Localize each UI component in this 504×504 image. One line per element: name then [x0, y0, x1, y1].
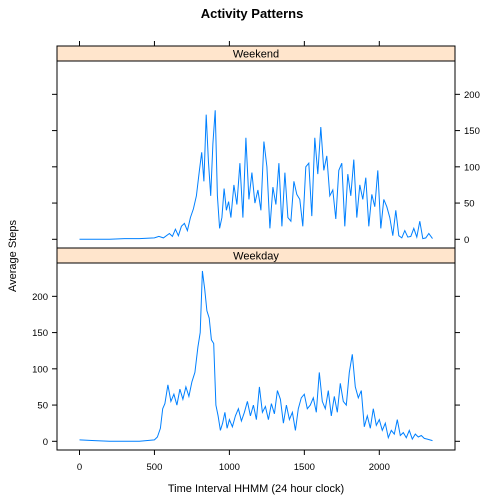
- panel-weekday-series-line: [79, 270, 433, 442]
- panel-weekday-y-axis: 0 50 100 150 200: [32, 292, 460, 448]
- panel-weekday-line: [79, 270, 433, 442]
- panel-weekend-series-line: [79, 110, 433, 240]
- panel-weekend-strip-label: Weekend: [233, 49, 279, 61]
- panel-weekday-y-tick-label: 200: [32, 292, 48, 303]
- panel-weekday: Weekday 0 50 100 150 200: [32, 247, 460, 451]
- x-tick-label: 2000: [369, 462, 390, 473]
- panel-weekend-y-tick-label: 0: [464, 235, 469, 246]
- x-tick-label: 0: [77, 462, 82, 473]
- panel-weekday-frame: [56, 262, 456, 451]
- y-axis-label: Average Steps: [7, 220, 19, 292]
- panel-weekend-y-axis: 0 50 100 150 200: [52, 90, 480, 246]
- x-axis-label: Time Interval HHMM (24 hour clock): [168, 483, 344, 495]
- panel-weekend-y-tick-label: 150: [464, 126, 480, 137]
- x-tick-label: 500: [147, 462, 163, 473]
- panel-weekend-y-tick-label: 100: [464, 162, 480, 173]
- panel-weekend-frame: [56, 60, 456, 249]
- panel-weekend-line: [79, 110, 433, 240]
- panel-weekday-y-tick-label: 150: [32, 328, 48, 339]
- panel-weekend-y-tick-label: 50: [464, 199, 475, 210]
- panel-weekday-y-tick-label: 100: [32, 364, 48, 375]
- x-tick-label: 1000: [219, 462, 240, 473]
- panel-weekday-strip-label: Weekday: [233, 251, 279, 263]
- panel-weekday-y-tick-label: 50: [37, 401, 48, 412]
- x-axis: 0 500 1000 1500 2000: [77, 41, 390, 473]
- chart-title: Activity Patterns: [201, 6, 304, 21]
- panel-weekend: Weekend 0 50 100 150 200: [52, 45, 480, 249]
- panel-weekend-y-tick-label: 200: [464, 90, 480, 101]
- panel-weekday-y-tick-label: 0: [43, 437, 48, 448]
- x-tick-label: 1500: [294, 462, 315, 473]
